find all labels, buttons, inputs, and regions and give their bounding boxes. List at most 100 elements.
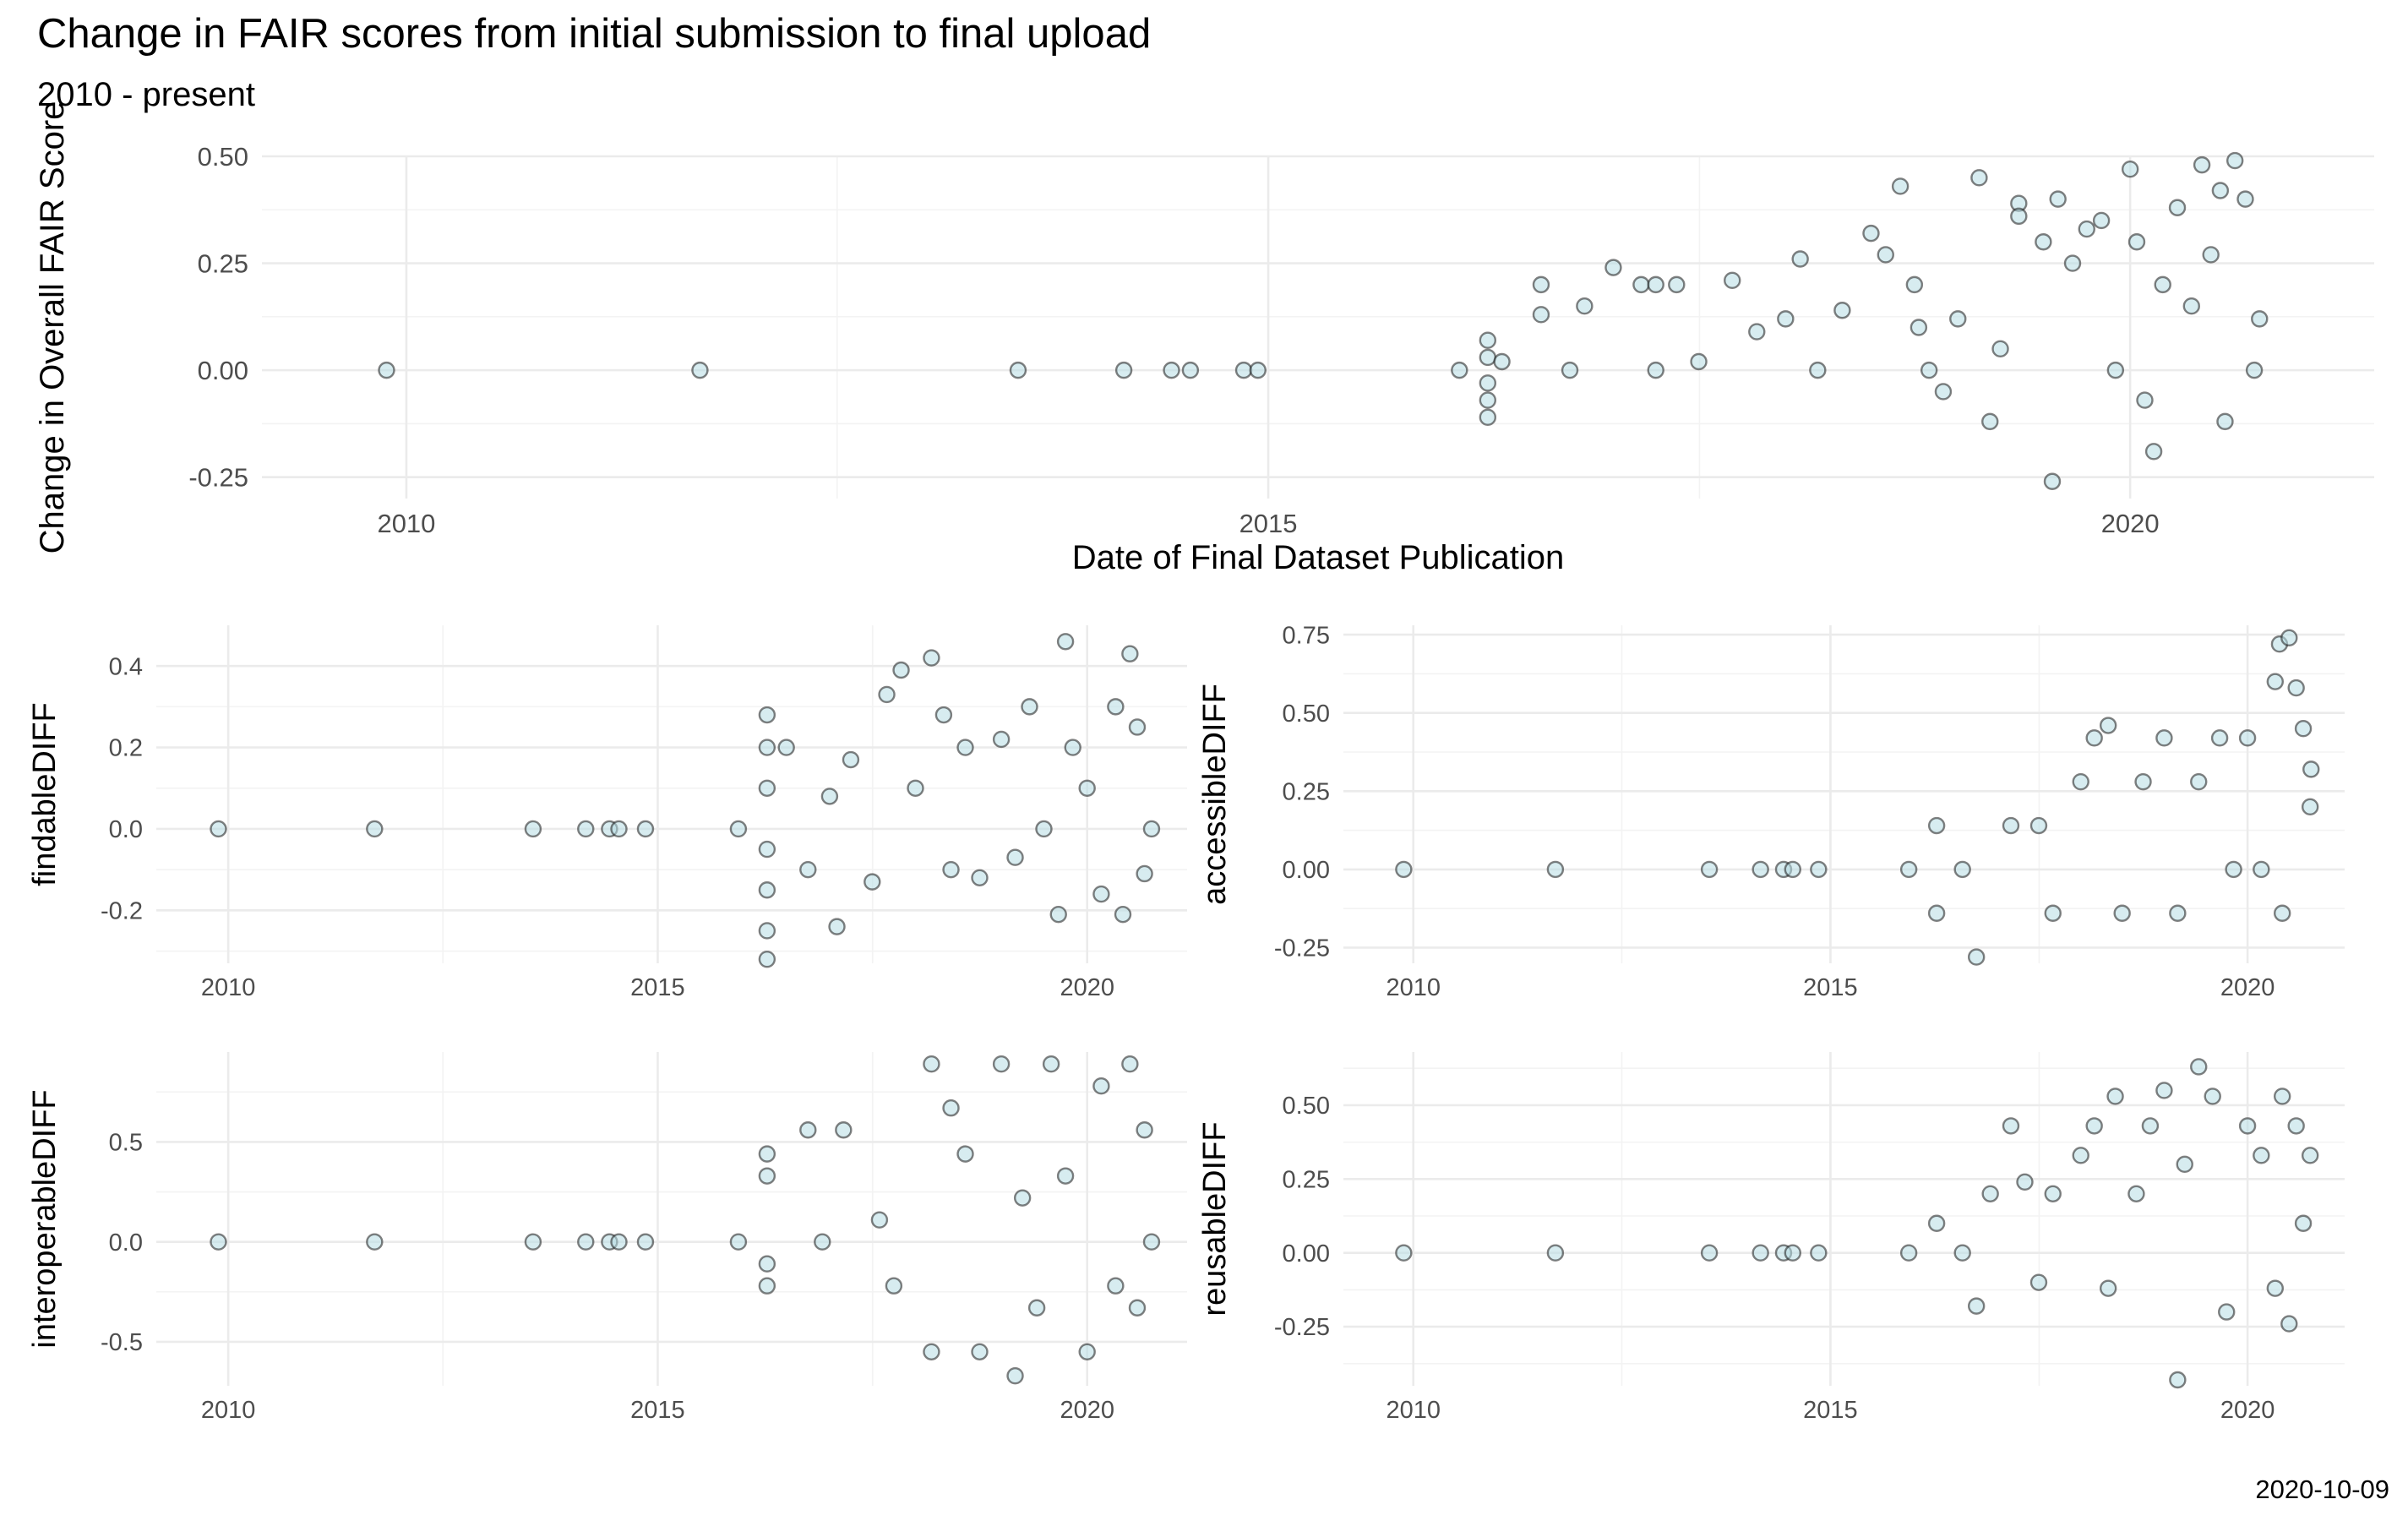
- data-point: [2280, 1315, 2298, 1333]
- data-point: [610, 1233, 628, 1251]
- data-point: [2273, 1088, 2291, 1105]
- data-point: [956, 1145, 974, 1163]
- data-point: [366, 1233, 384, 1251]
- data-point: [992, 1055, 1011, 1073]
- y-tick-label: -0.25: [1274, 1314, 1330, 1341]
- data-point: [2043, 472, 2062, 490]
- x-tick-label: 2010: [1386, 974, 1441, 1001]
- facet-panel-5: 2010 2015 2020 -0.25 0.00 0.25 0.50 reusableDIF…: [1197, 1052, 2345, 1424]
- data-point: [636, 820, 655, 838]
- data-point: [2193, 155, 2211, 174]
- data-point: [2078, 220, 2095, 238]
- data-point: [610, 820, 628, 838]
- y-axis-title: Change in Overall FAIR Score: [34, 101, 71, 554]
- y-axis-title: interoperableDIFF: [27, 1089, 63, 1348]
- y-tick-label: -0.2: [101, 897, 143, 924]
- y-tick-label: 0.00: [198, 356, 248, 385]
- data-point: [758, 922, 776, 940]
- y-tick-label: 0.25: [1283, 1166, 1330, 1193]
- data-point: [1114, 361, 1133, 379]
- data-point: [758, 1145, 776, 1163]
- data-point: [2287, 1117, 2305, 1135]
- data-point: [2141, 1117, 2160, 1135]
- data-point: [1532, 275, 1550, 294]
- data-point: [2099, 717, 2117, 734]
- data-point: [923, 1055, 940, 1073]
- data-point: [1981, 412, 1999, 431]
- data-point: [2072, 1147, 2089, 1164]
- data-point: [1920, 361, 1938, 379]
- data-point: [2121, 160, 2139, 178]
- data-point: [1049, 905, 1067, 924]
- data-point: [2168, 199, 2187, 216]
- y-tick-label: 0.25: [1283, 778, 1330, 805]
- data-point: [1810, 860, 1828, 879]
- data-point: [2225, 151, 2244, 170]
- chart-caption: 2020-10-09: [2255, 1475, 2389, 1504]
- data-point: [2301, 1147, 2319, 1164]
- data-point: [1056, 633, 1075, 651]
- data-point: [2044, 904, 2062, 922]
- x-tick-label: 2010: [377, 509, 435, 538]
- data-point: [878, 685, 896, 704]
- data-point: [1604, 259, 1622, 276]
- data-point: [1700, 1244, 1719, 1262]
- x-tick-label: 2015: [1803, 1397, 1858, 1424]
- y-axis-title: reusableDIFF: [1197, 1121, 1233, 1316]
- data-point: [2010, 207, 2028, 226]
- data-point: [1027, 1299, 1046, 1317]
- x-tick-label: 2020: [2101, 509, 2160, 538]
- y-tick-label: 0.50: [1283, 1093, 1330, 1120]
- data-point: [1700, 860, 1719, 879]
- data-point: [1833, 302, 1851, 319]
- data-point: [1752, 1244, 1769, 1262]
- data-point: [1121, 1055, 1139, 1073]
- data-point: [2251, 310, 2269, 328]
- y-tick-label: 0.50: [198, 142, 248, 172]
- data-point: [1234, 361, 1253, 379]
- data-point: [1107, 1277, 1125, 1295]
- data-point: [1064, 739, 1081, 756]
- data-point: [2238, 1117, 2257, 1135]
- data-point: [1862, 224, 1880, 243]
- data-point: [1479, 408, 1497, 427]
- data-point: [366, 820, 384, 838]
- data-point: [2099, 1279, 2117, 1297]
- data-point: [1981, 1185, 1999, 1202]
- data-point: [2155, 729, 2173, 747]
- data-point: [2127, 233, 2146, 251]
- y-tick-label: 0.25: [198, 248, 248, 278]
- data-point: [2085, 729, 2103, 747]
- data-point: [1021, 698, 1038, 716]
- data-point: [971, 1343, 989, 1360]
- data-point: [2225, 860, 2242, 879]
- data-point: [1078, 779, 1096, 797]
- x-tick-label: 2015: [630, 1397, 685, 1424]
- data-point: [1784, 860, 1802, 879]
- data-point: [1970, 169, 1988, 187]
- data-point: [842, 750, 860, 769]
- data-point: [2266, 673, 2285, 690]
- data-point: [1991, 340, 2009, 358]
- x-tick-label: 2020: [2220, 1397, 2275, 1424]
- data-point: [2236, 190, 2254, 208]
- data-point: [971, 869, 989, 886]
- data-point: [1949, 310, 1967, 328]
- facet-panel-4: 2010 2015 2020 -0.5 0.0 0.5 interoperableDIFF: [27, 1052, 1187, 1424]
- data-point: [907, 779, 924, 797]
- data-point: [1142, 820, 1161, 838]
- data-point: [524, 1233, 542, 1251]
- data-point: [1561, 361, 1579, 379]
- data-point: [1752, 860, 1769, 879]
- x-tick-label: 2020: [1060, 1397, 1114, 1424]
- data-point: [1249, 361, 1267, 379]
- data-point: [2280, 629, 2298, 647]
- data-point: [1395, 1244, 1413, 1262]
- data-point: [729, 1233, 748, 1251]
- data-point: [1042, 1055, 1060, 1073]
- data-point: [2253, 1147, 2270, 1164]
- data-point: [1967, 948, 1986, 966]
- y-tick-label: 0.50: [1283, 701, 1330, 728]
- data-point: [758, 706, 776, 724]
- data-point: [1035, 820, 1053, 838]
